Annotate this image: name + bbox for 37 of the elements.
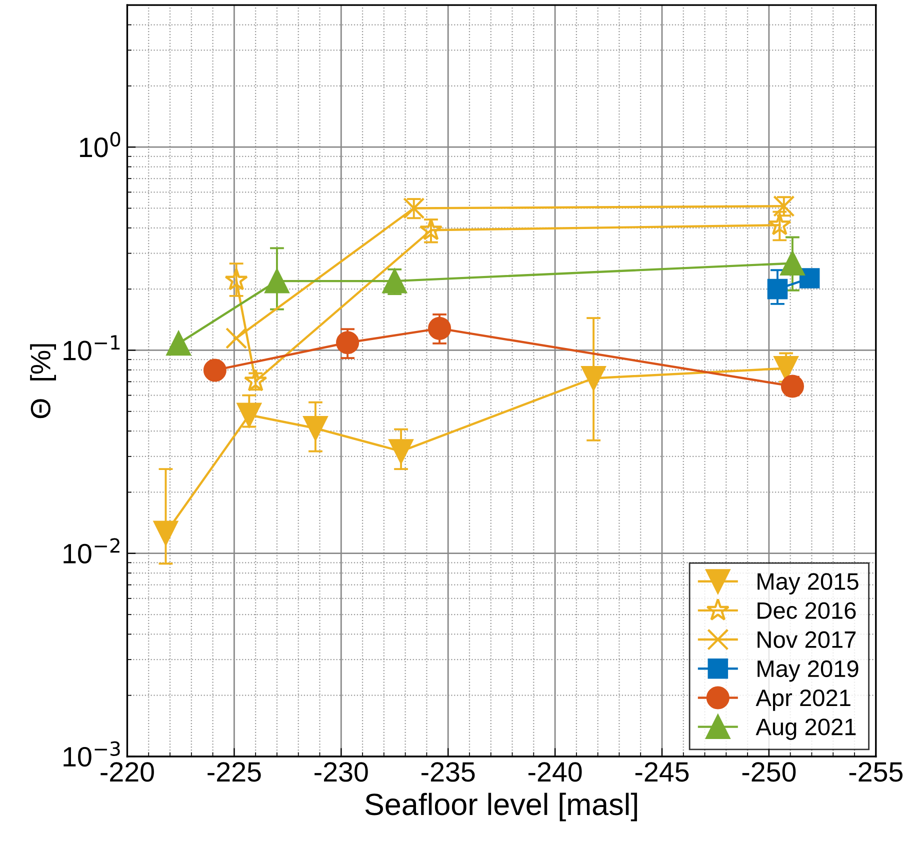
legend-label: Apr 2021: [756, 689, 850, 711]
point: [428, 316, 452, 340]
point: [774, 356, 798, 380]
legend-label: May 2019: [758, 660, 858, 682]
legend-label: Nov 2017: [758, 631, 856, 648]
x-tick-label: -230: [314, 762, 368, 782]
x-axis-title: Seafloor level [masl]: [365, 792, 637, 822]
x-tick-label: -255: [849, 762, 903, 782]
point: [336, 331, 360, 354]
point: [382, 268, 407, 294]
point: [780, 374, 804, 398]
x-tick-label: -240: [528, 762, 582, 782]
point: [244, 368, 268, 392]
point: [225, 327, 248, 350]
legend-label: Aug 2021: [756, 718, 856, 740]
legend-label: May 2015: [758, 573, 858, 595]
y-tick-label: 10$^{−2}$: [64, 538, 120, 564]
x-tick-label: -250: [742, 762, 796, 782]
y-tick-label: 10$^{−1}$: [64, 335, 120, 360]
point: [767, 278, 788, 300]
point: [166, 331, 191, 356]
point: [236, 402, 262, 428]
point: [224, 268, 248, 290]
x-tick-label: -245: [635, 762, 689, 782]
point: [388, 439, 414, 464]
point: [799, 268, 820, 288]
point: [581, 366, 606, 390]
y-axis-title: Θ [%]: [30, 344, 56, 418]
legend-label: Dec 2016: [758, 602, 856, 619]
x-tick-label: -235: [422, 762, 475, 782]
point: [303, 416, 328, 440]
point: [780, 251, 805, 276]
x-tick-label: -225: [208, 762, 261, 782]
y-tick-label: 10$^{0}$: [80, 132, 120, 158]
point: [154, 520, 178, 546]
point: [203, 358, 226, 382]
point: [264, 268, 290, 294]
